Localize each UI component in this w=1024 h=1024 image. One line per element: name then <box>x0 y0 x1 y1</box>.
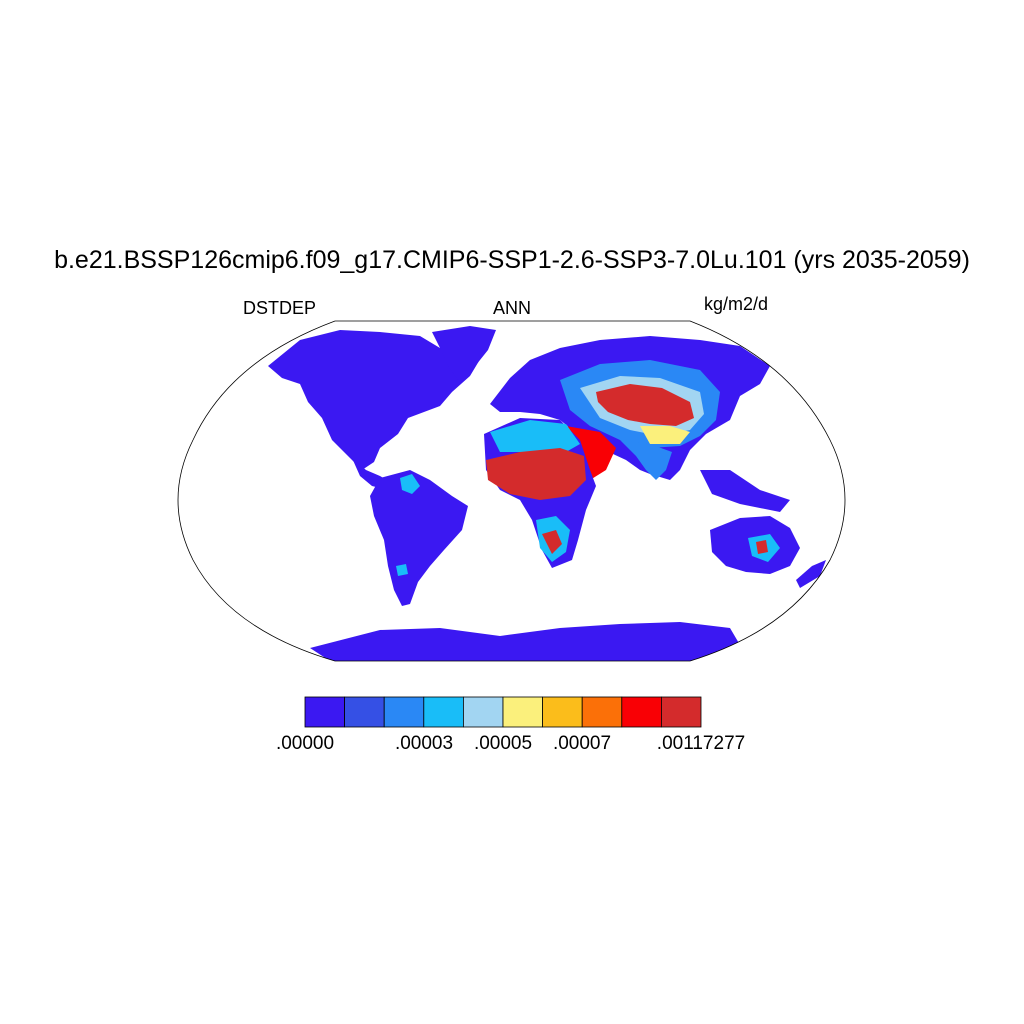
colorbar-tick-label: .00117277 <box>656 733 746 754</box>
africa-north-band <box>490 420 580 452</box>
south-america-coast-light <box>400 474 420 494</box>
southeast-asia-islands <box>700 470 790 512</box>
colorbar-tick-label: .00000 <box>275 733 335 754</box>
map-field <box>268 326 826 661</box>
antarctica-region <box>310 622 740 661</box>
season-label: ANN <box>492 298 531 318</box>
sahara-core <box>486 448 586 500</box>
colorbar-swatch <box>661 696 702 728</box>
colorbar-swatch <box>502 696 543 728</box>
variable-label: DSTDEP <box>243 298 317 318</box>
colorbar-swatch <box>344 696 385 728</box>
colorbar-swatch <box>462 696 504 728</box>
australia-core <box>756 540 768 554</box>
plot-title: b.e21.BSSP126cmip6.f09_g17.CMIP6-SSP1-2.… <box>54 246 970 274</box>
colorbar-swatch <box>423 696 464 728</box>
globe-outline <box>177 320 846 662</box>
colorbar-tick-label: .00003 <box>394 733 454 754</box>
tibet-yellow <box>640 426 690 444</box>
units-label: kg/m2/d <box>704 294 769 314</box>
colorbar-swatch <box>621 696 662 728</box>
colorbar-swatch <box>304 696 345 728</box>
south-america-dust-spot <box>396 564 408 576</box>
colorbar-tick-label: .00005 <box>473 733 533 754</box>
south-asia-region <box>620 440 672 480</box>
colorbar-swatch <box>542 696 583 728</box>
colorbar-swatch <box>383 696 425 728</box>
greenland-region <box>432 326 496 380</box>
kalahari-core <box>542 530 562 554</box>
north-america-region <box>268 330 488 470</box>
central-asia-core <box>596 384 694 426</box>
new-zealand-region <box>796 560 826 588</box>
colorbar-tick-label: .00007 <box>552 733 612 754</box>
colorbar-swatch <box>581 696 623 728</box>
south-america-region <box>370 470 468 606</box>
